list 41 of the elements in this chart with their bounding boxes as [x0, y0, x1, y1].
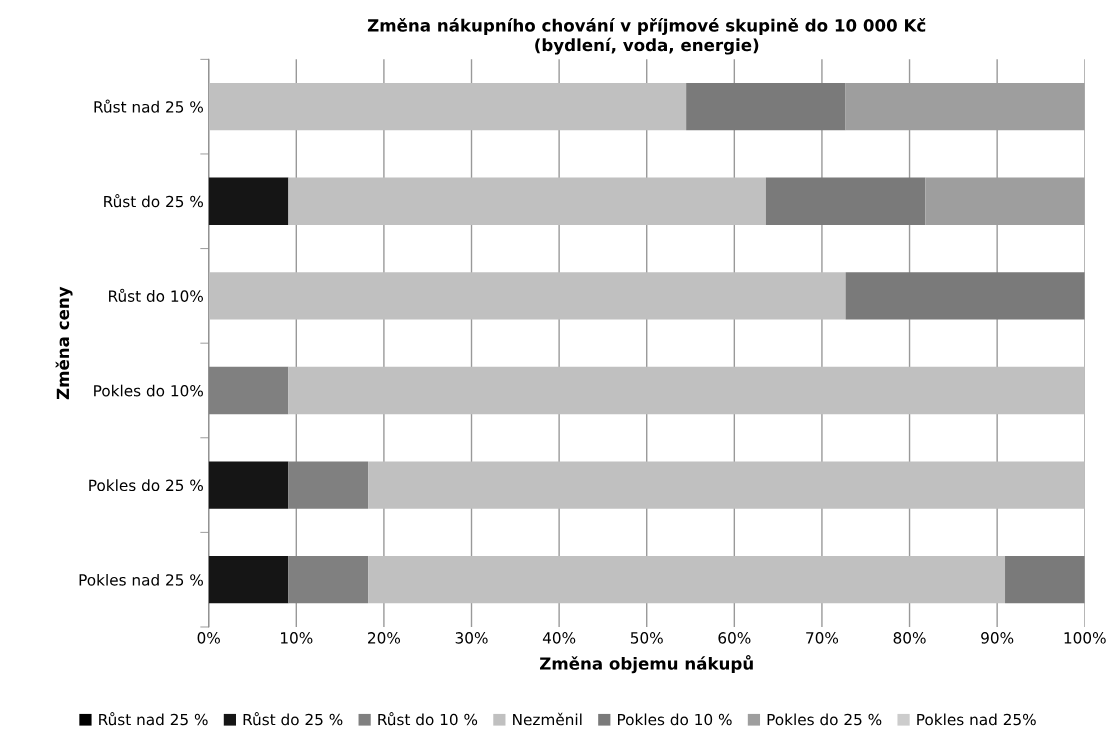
y-tick-label: Pokles do 10%: [94, 384, 203, 397]
bar: [208, 272, 846, 320]
x-tick-label: 70%: [806, 632, 839, 644]
legend-label: Pokles do 25 %: [767, 713, 882, 726]
bar: [1005, 556, 1085, 604]
bar: [368, 556, 1006, 604]
bar: [208, 177, 289, 225]
bar: [288, 556, 369, 604]
x-tick-label: 90%: [981, 632, 1014, 644]
y-tick-label: Pokles nad 25 %: [79, 573, 203, 586]
y-tick-label: Růst nad 25 %: [94, 99, 203, 113]
legend-label: Růst do 25 %: [243, 712, 343, 726]
legend-label: Růst do 10 %: [378, 712, 478, 726]
x-tick-label: 80%: [893, 632, 926, 644]
bar: [208, 83, 687, 131]
x-tick-label: 0%: [197, 632, 220, 644]
legend-label: Nezměnil: [513, 712, 582, 726]
y-axis-title: Změna ceny: [55, 286, 73, 400]
x-axis-title: Změna objemu nákupů: [539, 654, 753, 674]
chart-title: Změna nákupního chování v příjmové skupině do 10 000 Kč (bydlení, voda, energie): [367, 18, 926, 55]
y-tick-label: Růst do 10%: [109, 288, 203, 302]
bar: [208, 461, 289, 509]
bar: [208, 556, 289, 604]
bar: [686, 83, 846, 131]
x-tick-label: 100%: [1064, 632, 1106, 644]
bar: [765, 177, 926, 225]
x-tick-label: 20%: [368, 632, 401, 644]
y-tick-label: Pokles do 25 %: [89, 479, 203, 492]
legend-label: Pokles nad 25%: [917, 713, 1036, 726]
x-tick-label: 10%: [281, 632, 313, 644]
y-tick-label: Růst do 25 %: [104, 194, 203, 208]
bar: [288, 461, 369, 509]
x-tick-label: 60%: [718, 632, 751, 644]
legend-label: Pokles do 10 %: [618, 713, 732, 726]
bar: [845, 272, 1085, 320]
x-tick-label: 50%: [630, 632, 663, 644]
bar: [288, 366, 1085, 415]
bar: [288, 177, 766, 225]
bar: [368, 461, 1085, 509]
x-tick-label: 40%: [542, 632, 576, 644]
x-tick-label: 30%: [455, 632, 488, 644]
